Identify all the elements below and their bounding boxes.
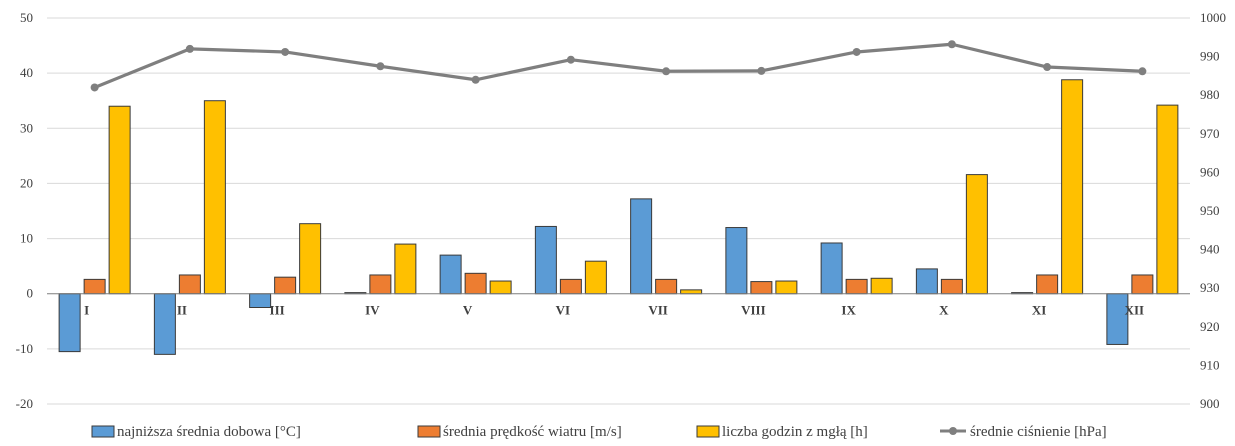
category-label: VIII bbox=[741, 303, 766, 318]
category-label: I bbox=[84, 303, 89, 318]
pressure-point bbox=[947, 40, 956, 49]
bars bbox=[58, 79, 1179, 355]
bar bbox=[940, 278, 963, 295]
y-left-tick-label: 0 bbox=[27, 286, 34, 301]
bar bbox=[845, 278, 868, 295]
pressure-point bbox=[566, 55, 575, 64]
y-right-tick-label: 930 bbox=[1200, 280, 1220, 295]
category-label: VI bbox=[556, 303, 570, 318]
bar bbox=[725, 227, 748, 295]
right-axis-ticks: 900 910 920 930 940 950 960 970 980 990 1000 bbox=[1200, 10, 1226, 411]
bar bbox=[439, 254, 462, 295]
pressure-point bbox=[281, 47, 290, 56]
category-label: II bbox=[177, 303, 187, 318]
y-right-tick-label: 970 bbox=[1200, 126, 1220, 141]
legend-swatch bbox=[417, 425, 441, 438]
category-labels: I II III IV V VI VII VIII IX X XI XII bbox=[84, 303, 1144, 318]
legend-label: najniższa średnia dobowa [°C] bbox=[117, 424, 301, 440]
pressure-point bbox=[1043, 63, 1052, 72]
pressure-point bbox=[471, 75, 480, 84]
pressure-point bbox=[376, 62, 385, 71]
pressure-line bbox=[90, 40, 1147, 92]
bar bbox=[274, 276, 297, 295]
legend: najniższa średnia dobowa [°C] średnia prę… bbox=[91, 424, 1107, 440]
bar bbox=[394, 243, 417, 295]
bar bbox=[58, 293, 81, 353]
pressure-series-line bbox=[94, 42, 1143, 89]
bar bbox=[775, 280, 798, 295]
bar bbox=[1156, 104, 1179, 295]
bar bbox=[1106, 293, 1129, 345]
y-right-tick-label: 920 bbox=[1200, 319, 1220, 334]
y-right-tick-label: 940 bbox=[1200, 242, 1220, 257]
legend-label: średnie ciśnienie [hPa] bbox=[970, 424, 1107, 440]
bar bbox=[489, 280, 512, 295]
bar bbox=[750, 281, 773, 295]
category-label: IX bbox=[841, 303, 856, 318]
bar bbox=[915, 268, 938, 295]
bar bbox=[655, 278, 678, 295]
pressure-point bbox=[757, 66, 766, 75]
category-label: VII bbox=[648, 303, 668, 318]
bar bbox=[369, 274, 392, 295]
bar bbox=[1131, 274, 1154, 295]
pressure-point bbox=[90, 83, 99, 92]
category-label: IV bbox=[365, 303, 380, 318]
y-left-tick-label: 40 bbox=[20, 65, 33, 80]
y-right-tick-label: 900 bbox=[1200, 396, 1220, 411]
legend-label: średnia prędkość wiatru [m/s] bbox=[443, 424, 622, 440]
y-left-tick-label: -10 bbox=[16, 341, 33, 356]
bar bbox=[464, 272, 487, 295]
legend-label: liczba godzin z mgłą [h] bbox=[722, 424, 868, 440]
bar bbox=[584, 260, 607, 295]
pressure-point bbox=[1138, 67, 1147, 76]
legend-swatch bbox=[696, 425, 720, 438]
pressure-point bbox=[852, 47, 861, 56]
bar bbox=[153, 293, 176, 355]
bar bbox=[680, 289, 703, 295]
left-axis-ticks: -20 -10 0 10 20 30 40 50 bbox=[16, 10, 33, 411]
bar bbox=[630, 198, 653, 295]
bar bbox=[83, 278, 106, 295]
category-label: III bbox=[270, 303, 285, 318]
category-label: X bbox=[939, 303, 949, 318]
legend-swatch bbox=[91, 425, 115, 438]
y-left-tick-label: 50 bbox=[20, 10, 33, 25]
y-right-tick-label: 980 bbox=[1200, 87, 1220, 102]
bar bbox=[1036, 274, 1059, 295]
gridlines bbox=[47, 17, 1190, 405]
bar bbox=[820, 242, 843, 295]
bar bbox=[965, 174, 988, 295]
y-left-tick-label: 20 bbox=[20, 175, 33, 190]
bar bbox=[870, 277, 893, 295]
bar bbox=[108, 105, 131, 295]
y-right-tick-label: 1000 bbox=[1200, 10, 1226, 25]
category-label: XII bbox=[1125, 303, 1145, 318]
pressure-point bbox=[662, 67, 671, 76]
category-label: XI bbox=[1032, 303, 1046, 318]
bar bbox=[1061, 79, 1084, 295]
legend-marker bbox=[949, 427, 957, 435]
category-label: V bbox=[463, 303, 473, 318]
y-right-tick-label: 910 bbox=[1200, 357, 1220, 372]
bar bbox=[249, 293, 272, 309]
y-right-tick-label: 950 bbox=[1200, 203, 1220, 218]
bar bbox=[534, 225, 557, 295]
bar bbox=[299, 223, 322, 295]
y-left-tick-label: 30 bbox=[20, 120, 33, 135]
y-right-tick-label: 960 bbox=[1200, 164, 1220, 179]
bar bbox=[203, 100, 226, 295]
y-left-tick-label: -20 bbox=[16, 396, 33, 411]
bar bbox=[559, 278, 582, 295]
pressure-point bbox=[185, 44, 194, 53]
y-left-tick-label: 10 bbox=[20, 231, 33, 246]
y-right-tick-label: 990 bbox=[1200, 49, 1220, 64]
bar bbox=[178, 274, 201, 295]
